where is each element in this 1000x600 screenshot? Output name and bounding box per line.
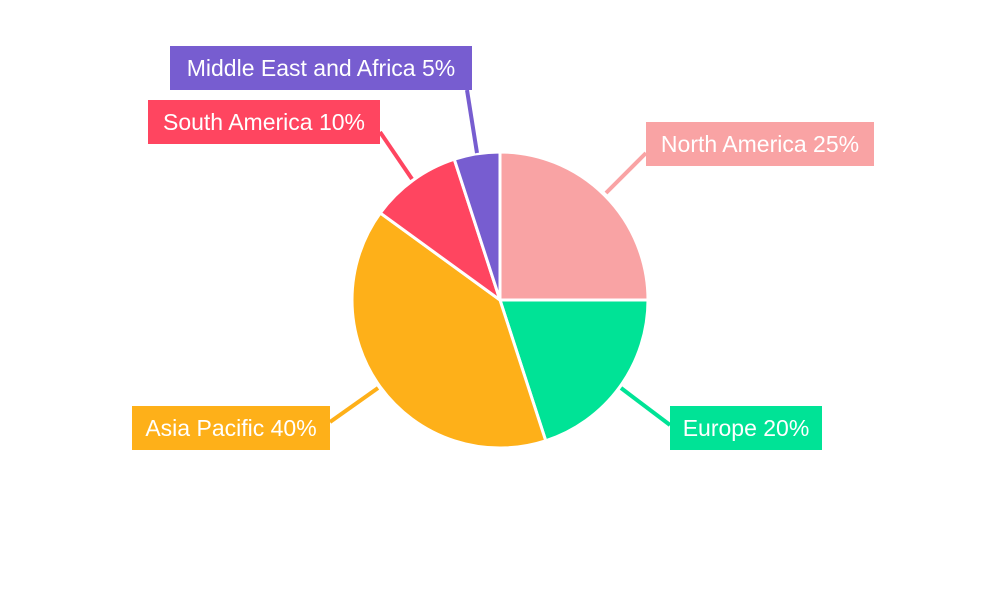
slices [350,150,650,450]
slice-label: Middle East and Africa 5% [170,46,479,154]
label-box [148,100,380,144]
pie-slice-asia-pacific[interactable] [350,211,548,450]
leader-line [619,386,672,427]
label-text: Middle East and Africa 5% [187,55,455,81]
leader-line [328,386,380,424]
pie-slice-middle-east-and-africa[interactable] [452,150,502,302]
pie-slice-south-america[interactable] [378,157,502,302]
slice-label: Europe 20% [619,386,822,450]
label-box [132,406,330,450]
pie-slice-europe[interactable] [498,298,650,443]
label-text: Asia Pacific 40% [145,415,316,441]
slice-label: North America 25% [604,122,874,195]
leader-line [378,130,414,181]
label-text: South America 10% [163,109,365,135]
labels: North America 25% Europe 20% Asia Pacific … [132,46,874,450]
pie-slice-north-america[interactable] [498,150,650,302]
label-box [670,406,822,450]
leader-line [465,89,479,154]
slice-label: Asia Pacific 40% [132,386,380,450]
label-box [646,122,874,166]
slice-label: South America 10% [148,100,414,181]
leader-line [604,151,648,195]
label-text: Europe 20% [683,415,810,441]
label-box [170,46,472,90]
label-text: North America 25% [661,131,859,157]
